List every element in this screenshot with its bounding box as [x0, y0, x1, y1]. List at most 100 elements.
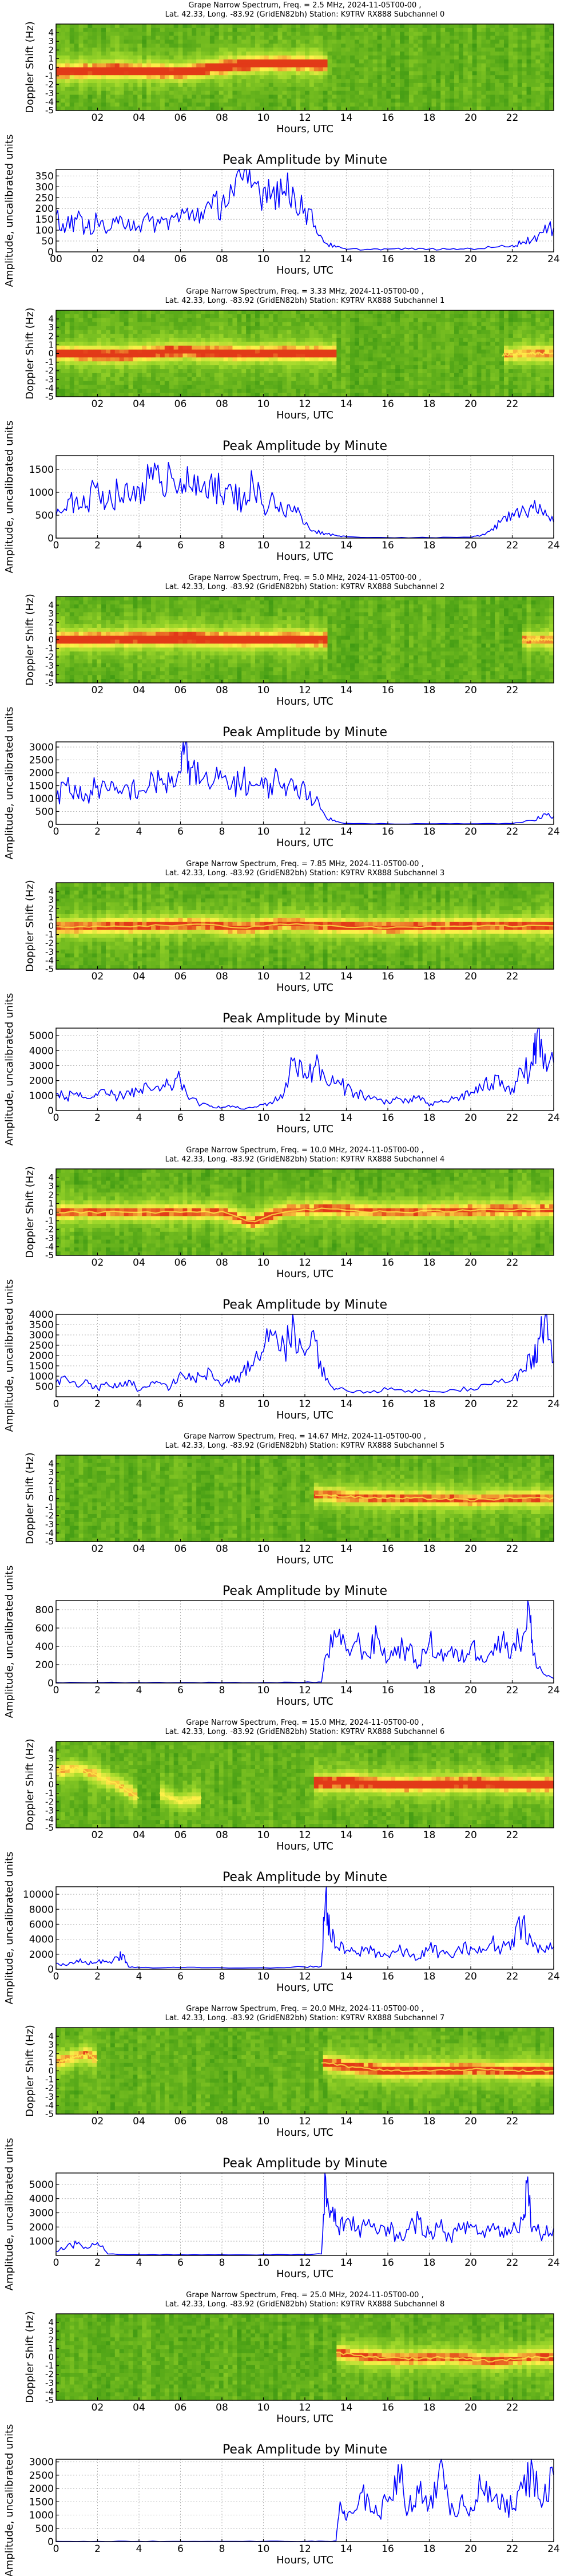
spectrum-cell: [151, 373, 156, 377]
spectrum-cell: [481, 91, 486, 95]
spectrum-cell: [400, 95, 405, 99]
spectrum-cell: [423, 60, 428, 64]
spectrum-cell: [440, 338, 446, 342]
spectrum-cell: [391, 24, 396, 28]
spectrum-cell: [341, 354, 346, 358]
spectrum-cell: [101, 60, 106, 64]
spectrum-cell: [355, 79, 360, 83]
spectrum-cell: [133, 87, 138, 91]
spectrum-cell: [237, 71, 242, 75]
spectrum-cell: [192, 357, 197, 361]
spectrum-cell: [531, 64, 536, 68]
spectrum-cell: [345, 334, 351, 338]
spectrum-cell: [137, 318, 142, 322]
spectrum-cell: [373, 350, 378, 354]
spectrum-cell: [345, 385, 351, 389]
spectrum-cell: [423, 310, 428, 314]
spectrum-cell: [115, 326, 120, 330]
spectrum-cell: [79, 381, 84, 385]
spectrum-cell: [440, 365, 446, 369]
spectrum-cell: [146, 322, 152, 326]
spectrum-cell: [300, 314, 305, 318]
spectrum-cell: [219, 56, 224, 60]
spectrum-cell: [219, 365, 224, 369]
spectrum-cell: [269, 79, 274, 83]
spectrum-cell: [328, 389, 333, 393]
spectrum-cell: [88, 71, 93, 75]
spectrum-cell: [328, 373, 333, 377]
spectrum-cell: [522, 389, 527, 393]
spectrum-cell: [436, 52, 441, 56]
spectrum-cell: [296, 39, 301, 44]
spectrum-cell: [192, 28, 197, 32]
spectrum-cell: [378, 354, 383, 358]
spectrum-cell: [305, 75, 310, 79]
spectrum-cell: [61, 334, 66, 338]
spectrum-cell: [345, 95, 351, 99]
spectrum-cell: [142, 346, 147, 350]
spectrum-cell: [355, 95, 360, 99]
spectrum-cell: [101, 357, 106, 361]
spectrum-title: Grape Narrow Spectrum, Freq. = 2.5 MHz, …: [188, 1, 421, 10]
spectrum-cell: [431, 342, 436, 346]
spectrum-cell: [300, 318, 305, 322]
spectrum-cell: [378, 385, 383, 389]
spectrum-cell: [61, 52, 66, 56]
spectrum-cell: [228, 44, 233, 48]
spectrum-cell: [282, 56, 287, 60]
spectrum-cell: [210, 338, 215, 342]
spectrum-cell: [273, 338, 279, 342]
spectrum-cell: [319, 52, 324, 56]
spectrum-cell: [56, 56, 61, 60]
spectrum-cell: [378, 102, 383, 106]
spectrum-cell: [219, 322, 224, 326]
spectrum-cell: [269, 95, 274, 99]
spectrum-cell: [345, 389, 351, 393]
spectrum-cell: [214, 310, 220, 314]
spectrum-cell: [359, 39, 364, 44]
spectrum-cell: [490, 102, 495, 106]
spectrum-cell: [92, 377, 97, 381]
spectrum-cell: [296, 83, 301, 87]
spectrum-cell: [224, 32, 229, 36]
spectrum-cell: [518, 334, 523, 338]
spectrum-cell: [345, 98, 351, 102]
spectrum-cell: [328, 357, 333, 361]
spectrum-cell: [418, 102, 423, 106]
spectrum-cell: [56, 342, 61, 346]
spectrum-cell: [531, 373, 536, 377]
spectrum-cell: [237, 87, 242, 91]
spectrum-cell: [531, 381, 536, 385]
spectrum-cell: [219, 75, 224, 79]
spectrum-cell: [540, 83, 545, 87]
spectrum-cell: [61, 354, 66, 358]
spectrum-cell: [450, 32, 455, 36]
spectrum-cell: [241, 338, 247, 342]
spectrum-cell: [355, 361, 360, 365]
spectrum-cell: [88, 48, 93, 52]
spectrum-cell: [368, 87, 374, 91]
spectrum-cell: [237, 357, 242, 361]
spectrum-cell: [509, 322, 514, 326]
spectrum-cell: [56, 36, 61, 40]
spectrum-cell: [450, 342, 455, 346]
spectrum-cell: [282, 357, 287, 361]
spectrum-cell: [269, 64, 274, 68]
spectrum-cell: [287, 373, 292, 377]
spectrum-cell: [110, 357, 116, 361]
spectrum-cell: [382, 369, 387, 373]
spectrum-cell: [454, 39, 459, 44]
spectrum-cell: [129, 322, 134, 326]
spectrum-cell: [459, 330, 464, 334]
spectrum-cell: [531, 342, 536, 346]
spectrum-cell: [165, 28, 170, 32]
spectrum-cell: [309, 385, 315, 389]
spectrum-cell: [137, 79, 142, 83]
spectrum-cell: [436, 98, 441, 102]
spectrum-cell: [241, 385, 247, 389]
spectrum-cell: [391, 32, 396, 36]
spectrum-cell: [459, 98, 464, 102]
spectrum-cell: [246, 326, 251, 330]
spectrum-cell: [241, 83, 247, 87]
spectrum-cell: [495, 326, 500, 330]
